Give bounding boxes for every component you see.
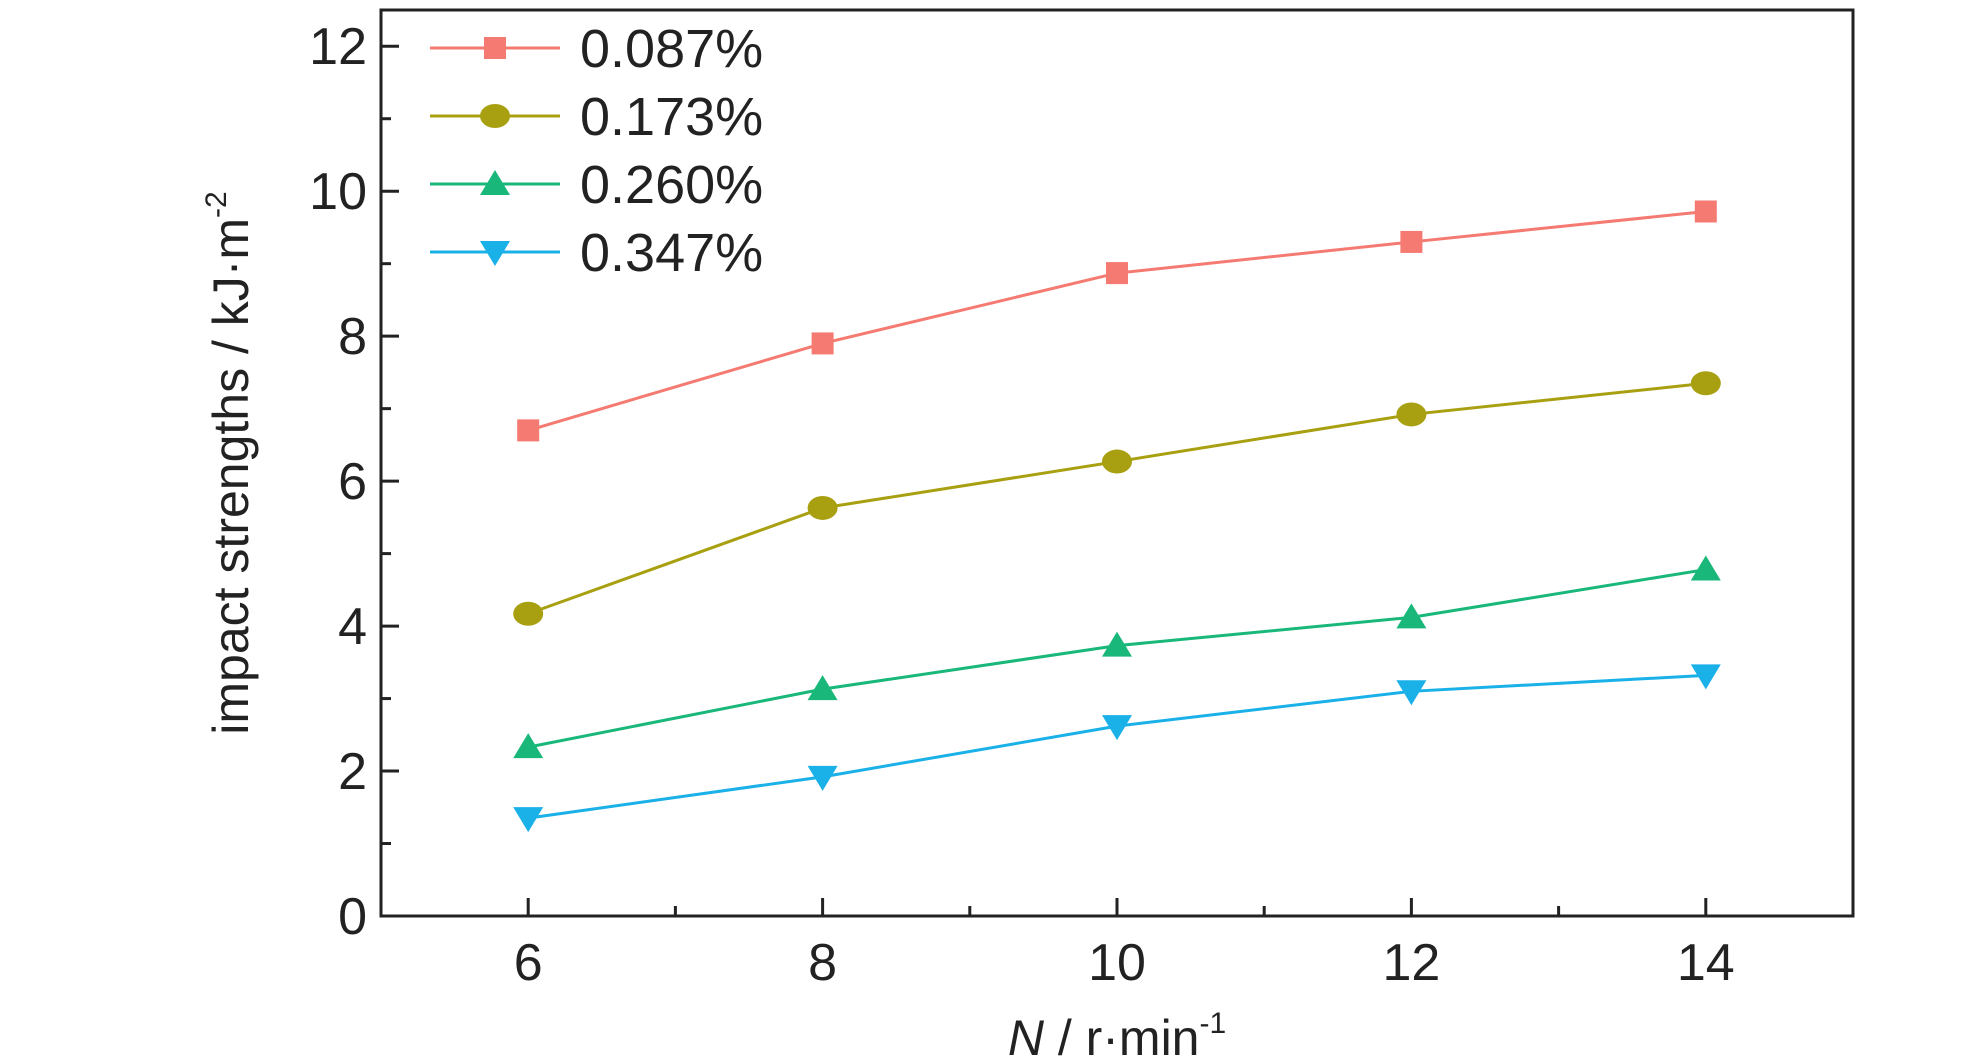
series xyxy=(517,200,1717,442)
data-point xyxy=(480,241,510,266)
data-point xyxy=(513,601,544,626)
series xyxy=(513,555,1721,759)
data-point xyxy=(811,332,834,355)
legend-entry: 0.173% xyxy=(430,87,763,147)
data-point xyxy=(517,419,540,442)
legend-entry: 0.260% xyxy=(430,155,763,215)
x-axis-unit-exponent: -1 xyxy=(1199,1007,1226,1040)
y-tick-label: 2 xyxy=(338,743,367,801)
data-point xyxy=(1690,555,1721,581)
data-point xyxy=(807,495,838,520)
series-layer xyxy=(513,200,1721,833)
legend-entry: 0.087% xyxy=(430,19,763,79)
y-axis-label: impact strengths / kJ·m-2 xyxy=(200,191,259,734)
data-point xyxy=(1690,371,1721,396)
x-tick-label: 14 xyxy=(1677,934,1735,992)
x-tick-label: 10 xyxy=(1088,934,1146,992)
x-axis-label: N / r·min-1 xyxy=(1008,1007,1226,1063)
data-point xyxy=(480,104,510,128)
legend-label: 0.347% xyxy=(580,223,763,283)
x-tick-label: 6 xyxy=(514,934,543,992)
data-point xyxy=(1396,680,1427,706)
series xyxy=(513,664,1721,833)
data-point xyxy=(1396,402,1427,427)
data-point xyxy=(1690,664,1721,690)
data-point xyxy=(1102,449,1132,474)
legend-label: 0.087% xyxy=(580,19,763,79)
data-point xyxy=(807,675,838,701)
y-tick-label: 6 xyxy=(338,453,367,511)
data-point xyxy=(1396,603,1427,629)
data-point xyxy=(807,765,838,791)
legend-label: 0.173% xyxy=(580,87,763,147)
y-tick-label: 4 xyxy=(338,598,367,656)
series xyxy=(513,371,1721,626)
series-line xyxy=(527,381,1706,616)
data-point xyxy=(480,170,510,195)
data-point xyxy=(1400,230,1423,253)
x-axis-variable: N xyxy=(1008,1010,1045,1063)
legend: 0.087% 0.173% 0.260% 0.347% xyxy=(430,19,763,283)
y-axis-unit-exponent: -2 xyxy=(200,191,233,218)
data-point xyxy=(484,37,506,59)
y-tick-label: 10 xyxy=(309,163,367,221)
y-axis-text: impact strengths / kJ·m xyxy=(203,218,259,735)
series-line xyxy=(527,673,1706,820)
data-point xyxy=(1106,262,1128,285)
y-axis-ticks: 0 2 4 6 8 10 12 xyxy=(309,18,399,946)
x-tick-label: 12 xyxy=(1382,934,1440,992)
data-point xyxy=(513,807,544,833)
data-point xyxy=(513,733,544,759)
x-axis-unit: / r·min xyxy=(1044,1010,1200,1063)
data-point xyxy=(1694,200,1717,223)
data-point xyxy=(1102,715,1132,741)
y-tick-label: 12 xyxy=(309,18,367,76)
data-point xyxy=(1102,631,1132,657)
legend-label: 0.260% xyxy=(580,155,763,215)
legend-entry: 0.347% xyxy=(430,223,763,283)
y-tick-label: 0 xyxy=(338,888,367,946)
y-tick-label: 8 xyxy=(338,308,367,366)
x-tick-label: 8 xyxy=(808,934,837,992)
x-axis-ticks: 6 8 10 12 14 xyxy=(379,898,1855,992)
